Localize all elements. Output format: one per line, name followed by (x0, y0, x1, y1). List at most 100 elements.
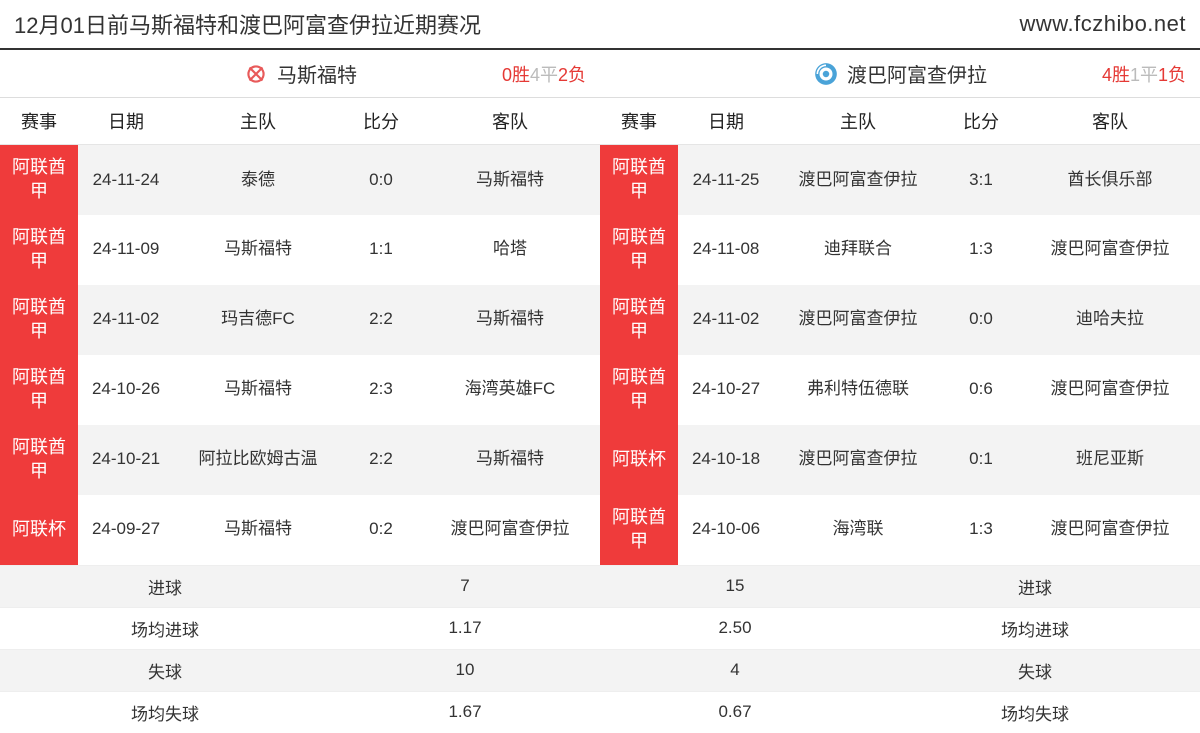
cell-comp: 阿联杯 (0, 495, 78, 565)
right-thead-row: 赛事 日期 主队 比分 客队 (600, 98, 1200, 145)
left-team-icon (243, 61, 269, 87)
stat-label: 场均失球 (870, 700, 1200, 725)
stat-value: 7 (330, 576, 600, 596)
stat-row: 场均失球1.67 (0, 691, 600, 733)
cell-score: 3:1 (942, 145, 1020, 215)
cell-home: 渡巴阿富查伊拉 (774, 145, 942, 215)
th-away: 客队 (420, 98, 600, 145)
table-row: 阿联酋甲24-10-27弗利特伍德联0:6渡巴阿富查伊拉 (600, 355, 1200, 425)
table-row: 阿联酋甲24-11-08迪拜联合1:3渡巴阿富查伊拉 (600, 215, 1200, 285)
table-row: 阿联酋甲24-11-09马斯福特1:1哈塔 (0, 215, 600, 285)
cell-score: 2:2 (342, 425, 420, 495)
cell-away: 酋长俱乐部 (1020, 145, 1200, 215)
stat-label: 进球 (870, 574, 1200, 599)
th-comp: 赛事 (0, 98, 78, 145)
cell-date: 24-10-06 (678, 495, 774, 565)
cell-date: 24-11-25 (678, 145, 774, 215)
cell-date: 24-11-08 (678, 215, 774, 285)
cell-date: 24-09-27 (78, 495, 174, 565)
left-record: 0胜4平2负 (502, 61, 586, 87)
stat-value: 2.50 (600, 618, 870, 638)
cell-away: 海湾英雄FC (420, 355, 600, 425)
cell-score: 0:2 (342, 495, 420, 565)
cell-comp: 阿联酋甲 (0, 285, 78, 355)
cell-comp: 阿联酋甲 (600, 355, 678, 425)
cell-home: 泰德 (174, 145, 342, 215)
stats-left: 进球7 场均进球1.17 失球10 场均失球1.67 (0, 565, 600, 733)
stat-label: 失球 (870, 658, 1200, 683)
cell-date: 24-10-21 (78, 425, 174, 495)
cell-comp: 阿联酋甲 (600, 285, 678, 355)
cell-home: 玛吉德FC (174, 285, 342, 355)
cell-comp: 阿联酋甲 (0, 355, 78, 425)
table-row: 阿联杯24-10-18渡巴阿富查伊拉0:1班尼亚斯 (600, 425, 1200, 495)
right-team-header: 渡巴阿富查伊拉 4胜1平1负 (600, 50, 1200, 98)
stat-value: 4 (600, 660, 870, 680)
cell-away: 渡巴阿富查伊拉 (1020, 355, 1200, 425)
table-row: 阿联酋甲24-10-21阿拉比欧姆古温2:2马斯福特 (0, 425, 600, 495)
cell-home: 渡巴阿富查伊拉 (774, 425, 942, 495)
stats: 进球7 场均进球1.17 失球10 场均失球1.67 15进球 2.50场均进球… (0, 565, 1200, 733)
cell-comp: 阿联酋甲 (600, 495, 678, 565)
cell-away: 班尼亚斯 (1020, 425, 1200, 495)
cell-date: 24-10-18 (678, 425, 774, 495)
table-row: 阿联酋甲24-11-02渡巴阿富查伊拉0:0迪哈夫拉 (600, 285, 1200, 355)
th-date: 日期 (78, 98, 174, 145)
cell-away: 迪哈夫拉 (1020, 285, 1200, 355)
stat-label: 场均进球 (870, 616, 1200, 641)
panels: 马斯福特 0胜4平2负 赛事 日期 主队 比分 客队 阿联酋甲24-11-24泰… (0, 50, 1200, 565)
stat-label: 失球 (0, 658, 330, 683)
cell-away: 渡巴阿富查伊拉 (1020, 495, 1200, 565)
stat-row: 进球7 (0, 565, 600, 607)
table-row: 阿联酋甲24-11-24泰德0:0马斯福特 (0, 145, 600, 215)
cell-home: 迪拜联合 (774, 215, 942, 285)
cell-score: 1:3 (942, 495, 1020, 565)
cell-home: 弗利特伍德联 (774, 355, 942, 425)
left-team-name: 马斯福特 (277, 59, 357, 88)
cell-score: 1:1 (342, 215, 420, 285)
left-wins: 0胜 (502, 65, 530, 85)
stat-label: 场均进球 (0, 616, 330, 641)
right-team-icon (813, 61, 839, 87)
th-home: 主队 (774, 98, 942, 145)
th-score: 比分 (342, 98, 420, 145)
table-row: 阿联杯24-09-27马斯福特0:2渡巴阿富查伊拉 (0, 495, 600, 565)
cell-home: 渡巴阿富查伊拉 (774, 285, 942, 355)
th-home: 主队 (174, 98, 342, 145)
stat-row: 2.50场均进球 (600, 607, 1200, 649)
right-panel: 渡巴阿富查伊拉 4胜1平1负 赛事 日期 主队 比分 客队 阿联酋甲24-11-… (600, 50, 1200, 565)
cell-home: 阿拉比欧姆古温 (174, 425, 342, 495)
cell-away: 哈塔 (420, 215, 600, 285)
stat-value: 1.67 (330, 702, 600, 722)
right-draws: 1平 (1130, 65, 1158, 85)
cell-score: 2:2 (342, 285, 420, 355)
left-panel: 马斯福特 0胜4平2负 赛事 日期 主队 比分 客队 阿联酋甲24-11-24泰… (0, 50, 600, 565)
stat-row: 4失球 (600, 649, 1200, 691)
left-table: 赛事 日期 主队 比分 客队 阿联酋甲24-11-24泰德0:0马斯福特阿联酋甲… (0, 98, 600, 565)
cell-date: 24-10-27 (678, 355, 774, 425)
page-title: 12月01日前马斯福特和渡巴阿富查伊拉近期赛况 (14, 8, 481, 40)
right-table: 赛事 日期 主队 比分 客队 阿联酋甲24-11-25渡巴阿富查伊拉3:1酋长俱… (600, 98, 1200, 565)
cell-away: 马斯福特 (420, 425, 600, 495)
th-away: 客队 (1020, 98, 1200, 145)
stat-row: 场均进球1.17 (0, 607, 600, 649)
left-draws: 4平 (530, 65, 558, 85)
site-url: www.fczhibo.net (1020, 11, 1186, 37)
th-date: 日期 (678, 98, 774, 145)
stat-label: 场均失球 (0, 700, 330, 725)
stat-label: 进球 (0, 574, 330, 599)
cell-date: 24-11-09 (78, 215, 174, 285)
left-thead-row: 赛事 日期 主队 比分 客队 (0, 98, 600, 145)
cell-score: 0:6 (942, 355, 1020, 425)
cell-away: 渡巴阿富查伊拉 (1020, 215, 1200, 285)
table-row: 阿联酋甲24-11-02玛吉德FC2:2马斯福特 (0, 285, 600, 355)
cell-home: 海湾联 (774, 495, 942, 565)
cell-score: 0:0 (942, 285, 1020, 355)
cell-comp: 阿联酋甲 (600, 215, 678, 285)
cell-comp: 阿联酋甲 (0, 145, 78, 215)
stat-value: 0.67 (600, 702, 870, 722)
cell-home: 马斯福特 (174, 355, 342, 425)
cell-comp: 阿联酋甲 (0, 425, 78, 495)
stat-value: 10 (330, 660, 600, 680)
cell-date: 24-10-26 (78, 355, 174, 425)
